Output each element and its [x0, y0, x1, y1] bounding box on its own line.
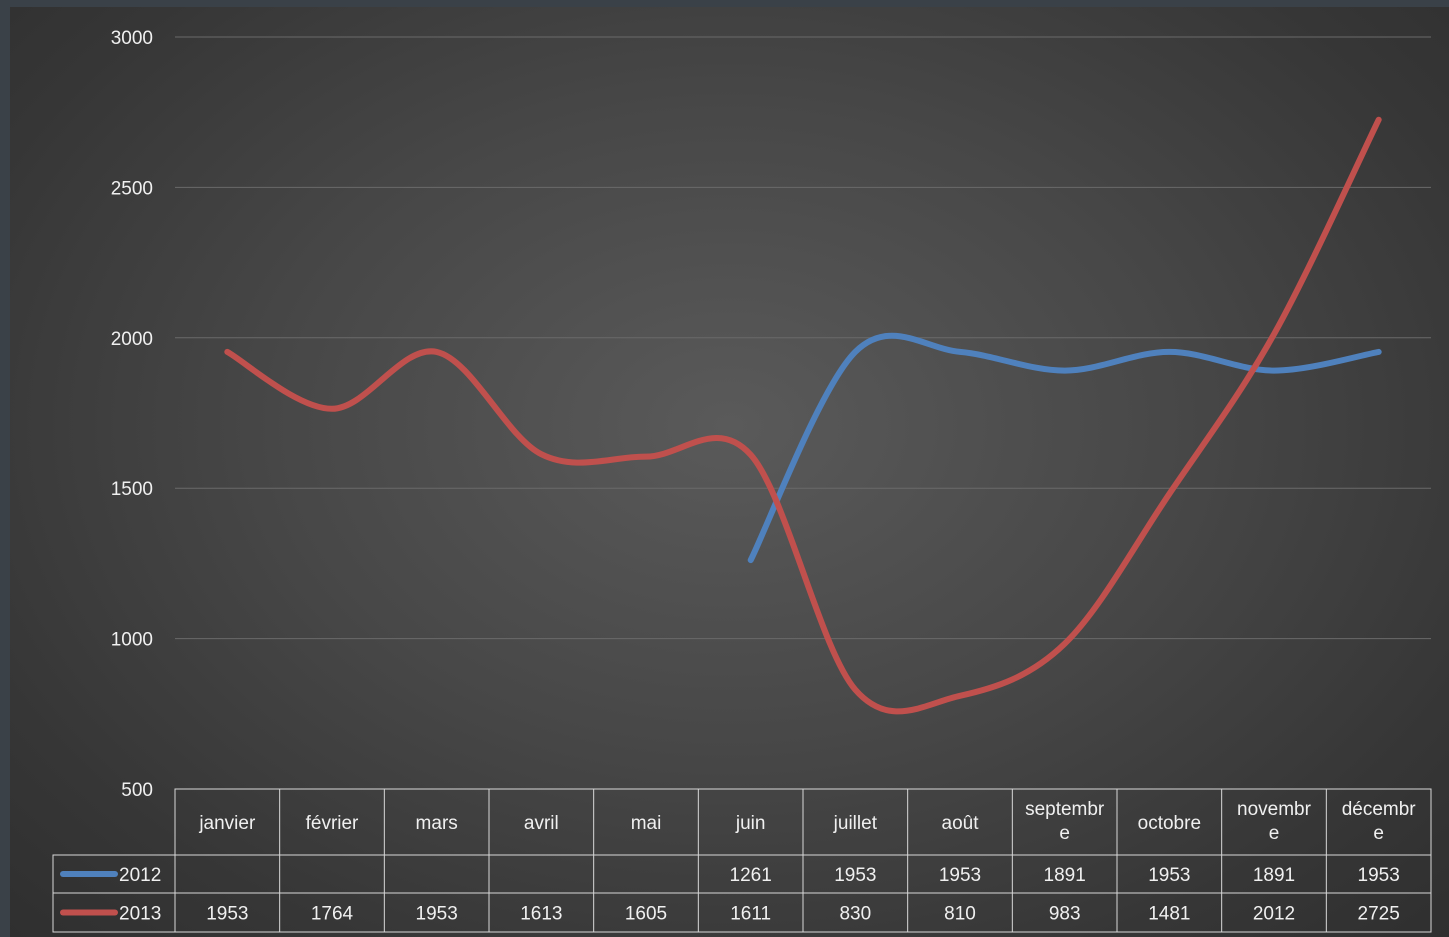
category-label-line: e — [1059, 823, 1070, 844]
table-cell-value: 2725 — [1358, 904, 1400, 925]
category-label: juillet — [833, 813, 878, 834]
category-label-line: e — [1269, 823, 1280, 844]
y-tick-label: 1500 — [111, 479, 153, 500]
category-label: juin — [735, 813, 766, 834]
category-label: janvier — [198, 813, 256, 834]
series-line-2013 — [224, 116, 1382, 715]
category-label: décembr e — [1342, 799, 1417, 844]
table-cell-value: 1953 — [834, 865, 876, 886]
table-cell-value: 830 — [839, 904, 871, 925]
category-label: octobre — [1138, 813, 1201, 834]
table-cell-value: 1481 — [1148, 904, 1190, 925]
table-cell-value: 1891 — [1044, 865, 1086, 886]
category-label: août — [942, 813, 980, 834]
gridlines — [175, 36, 1431, 640]
category-label: mars — [416, 813, 458, 834]
table-cell-value: 1953 — [416, 904, 458, 925]
legend-label-2013: 2013 — [119, 904, 161, 925]
category-label: mai — [631, 813, 662, 834]
table-cell-value: 1764 — [311, 904, 354, 925]
y-tick-label: 1000 — [111, 630, 153, 651]
table-cell-value: 1953 — [1148, 865, 1190, 886]
y-tick-label: 2000 — [111, 329, 153, 350]
table-cell-value: 1953 — [1358, 865, 1400, 886]
y-axis: 500 1000 1500 2000 2500 3000 — [111, 28, 153, 801]
table-cell-value: 810 — [944, 904, 976, 925]
category-label-line: e — [1373, 823, 1384, 844]
y-tick-label: 3000 — [111, 28, 153, 49]
table-cell-value: 1261 — [730, 865, 772, 886]
data-table: janvier février mars avril mai juin juillet aoû… — [52, 788, 1432, 933]
legend-label-2012: 2012 — [119, 865, 161, 886]
category-label-line: décembr — [1342, 799, 1417, 820]
category-label-line: novembr — [1237, 799, 1312, 820]
table-cell-value: 2012 — [1253, 904, 1295, 925]
category-label: novembr e — [1237, 799, 1312, 844]
table-cell-value: 1611 — [730, 904, 771, 925]
category-label: septembr e — [1025, 799, 1105, 844]
y-tick-label: 500 — [121, 780, 153, 801]
category-label-line: septembr — [1025, 799, 1105, 820]
table-cell-value: 1953 — [206, 904, 248, 925]
category-label: février — [306, 813, 359, 834]
series-line-2012 — [747, 332, 1382, 564]
table-cell-value: 1605 — [625, 904, 667, 925]
table-cell-value: 1613 — [520, 904, 562, 925]
series-lines — [224, 116, 1382, 715]
table-cell-value: 1953 — [939, 865, 981, 886]
table-cell-value: 1891 — [1253, 865, 1295, 886]
chart-panel — [10, 7, 1449, 937]
table-cell-value: 983 — [1049, 904, 1081, 925]
y-tick-label: 2500 — [111, 178, 153, 199]
category-label: avril — [524, 813, 559, 834]
